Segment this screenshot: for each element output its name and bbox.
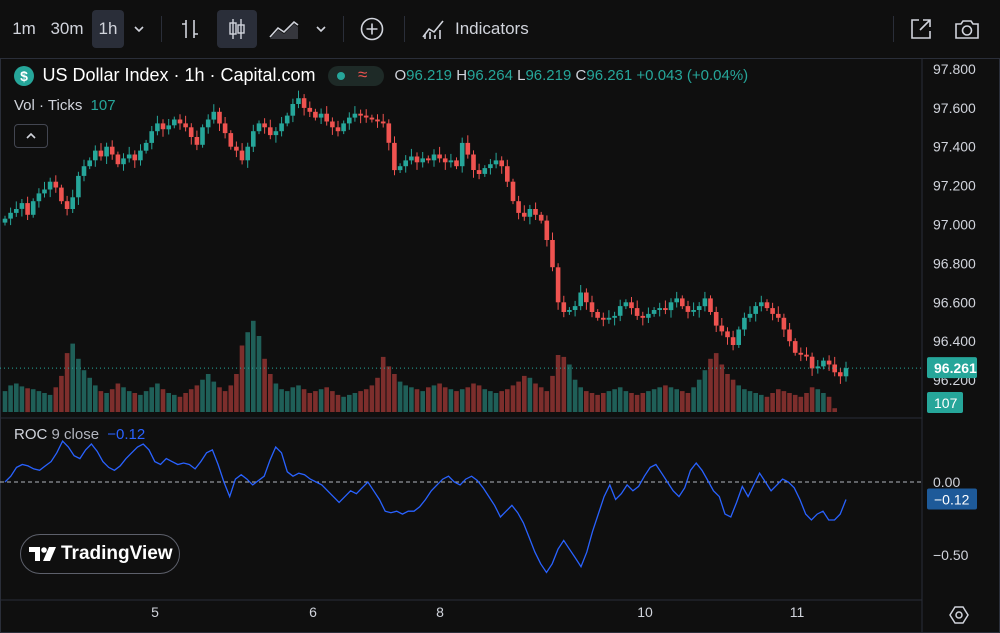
plus-circle-icon: [360, 17, 384, 41]
chevron-up-icon: [26, 132, 36, 139]
camera-icon: [955, 20, 979, 39]
high-value: 96.264: [467, 67, 513, 84]
toolbar-separator: [343, 16, 344, 42]
high-label: H: [456, 67, 468, 84]
area-chart-icon: [269, 20, 299, 39]
open-value: 96.219: [406, 67, 453, 84]
tradingview-logo-icon: [29, 547, 56, 561]
toolbar-separator: [161, 16, 162, 42]
toolbar-separator: [404, 16, 405, 42]
roc-value: −0.12: [107, 426, 146, 443]
ohlc-values: O96.219 H96.264 L96.219 C96.261 +0.043 (…: [394, 67, 748, 84]
volume-legend[interactable]: Vol · Ticks 107: [14, 97, 116, 114]
popout-button[interactable]: [903, 10, 939, 48]
collapse-legend-button[interactable]: [14, 124, 48, 148]
tradingview-logo[interactable]: TradingView: [20, 534, 180, 574]
bar-chart-icon: [182, 20, 198, 38]
top-toolbar: 1m 30m 1h Indicators: [0, 0, 1000, 59]
close-value: 96.261: [586, 67, 633, 84]
chevron-down-icon: [316, 26, 326, 33]
low-value: 96.219: [525, 67, 572, 84]
chart-type-dropdown-button[interactable]: [308, 10, 334, 48]
gear-icon: [949, 606, 969, 624]
screenshot-button[interactable]: [947, 10, 987, 48]
roc-legend[interactable]: ROC 9 close −0.12: [14, 426, 145, 443]
interval-1m-button[interactable]: 1m: [12, 19, 36, 38]
symbol-title[interactable]: US Dollar Index · 1h · Capital.com: [42, 65, 316, 85]
popout-icon: [911, 19, 931, 39]
indicators-icon: [422, 20, 444, 39]
open-label: O: [394, 67, 407, 84]
interval-dropdown-button[interactable]: [126, 10, 152, 48]
indicators-button[interactable]: Indicators: [415, 10, 539, 48]
roc-params: 9 close: [51, 426, 100, 443]
bar-chart-button[interactable]: [172, 10, 208, 48]
chevron-down-icon: [134, 26, 144, 33]
compare-symbol-button[interactable]: [354, 10, 390, 48]
roc-label: ROC: [14, 426, 48, 443]
symbol-legend: $ US Dollar Index · 1h · Capital.com ≈ O…: [14, 65, 748, 86]
volume-value: 107: [90, 97, 116, 114]
toolbar-separator: [893, 16, 894, 42]
low-label: L: [517, 67, 526, 84]
area-chart-button[interactable]: [264, 10, 304, 48]
interval-30m-button[interactable]: 30m: [50, 19, 84, 38]
close-label: C: [575, 67, 587, 84]
settings-button[interactable]: [948, 604, 972, 628]
candles-icon: [229, 19, 245, 39]
change-value: +0.043 (+0.04%): [636, 67, 749, 84]
market-open-dot: [337, 71, 346, 80]
volume-label: Vol · Ticks: [14, 97, 83, 114]
logo-text: TradingView: [61, 543, 173, 564]
interval-1h-button[interactable]: 1h: [92, 10, 124, 48]
delayed-icon: ≈: [358, 64, 368, 84]
indicators-label: Indicators: [455, 19, 529, 38]
candles-button[interactable]: [217, 10, 257, 48]
currency-badge: $: [14, 65, 34, 86]
market-status-indicator[interactable]: ≈: [328, 64, 385, 86]
